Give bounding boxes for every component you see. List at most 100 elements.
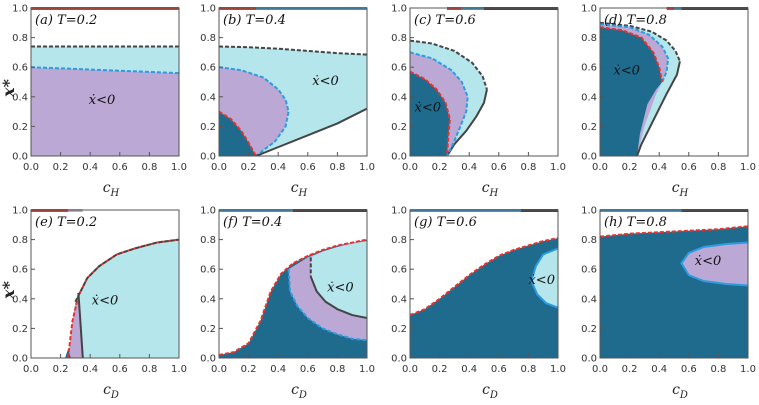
x-tick-label: 0.4 xyxy=(270,162,286,173)
y-tick-label: 0.0 xyxy=(581,152,597,163)
y-tick-label: 0.8 xyxy=(200,33,216,44)
plot-frame xyxy=(218,209,368,359)
y-tick-label: 1.0 xyxy=(200,4,216,15)
boundary-black-0 xyxy=(600,21,681,62)
boundary-black-1 xyxy=(446,89,488,156)
x-tick-label: 0.4 xyxy=(651,364,667,375)
y-tick-label: 0.0 xyxy=(391,152,407,163)
x-tick-label: 0.8 xyxy=(520,162,536,173)
y-tick-label: 0.0 xyxy=(12,354,28,365)
region-purple-0 xyxy=(31,67,179,156)
x-axis-label: cH xyxy=(672,180,689,199)
boundary-blue-2 xyxy=(600,23,670,83)
plot-frame xyxy=(30,7,180,157)
x-tick-label: 1.0 xyxy=(550,364,566,375)
boundary-red-2 xyxy=(219,110,257,156)
plot-frame xyxy=(599,209,749,359)
y-tick-label: 0.4 xyxy=(391,92,407,103)
y-tick-label: 0.6 xyxy=(12,265,28,276)
panel-h: 0.0 0.2 0.4 0.6 0.8 1.0 0.0 0.2 0.4 0.6 0.8 1.0 (h) … xyxy=(581,206,756,402)
x-axis-label: cH xyxy=(291,180,308,199)
x-tick-label: 0.4 xyxy=(82,364,98,375)
boundary-blue-1 xyxy=(530,247,558,309)
boundary-black-0 xyxy=(219,45,367,56)
boundary-red-3 xyxy=(600,26,664,83)
region-label: ẋ<0 xyxy=(528,273,555,288)
region-label: ẋ<0 xyxy=(89,93,116,108)
x-tick-label: 0.0 xyxy=(211,364,227,375)
x-tick-label: 0.6 xyxy=(300,364,316,375)
y-tick-label: 0.4 xyxy=(12,294,28,305)
y-tick-label: 1.0 xyxy=(391,206,407,217)
x-tick-label: 0.8 xyxy=(710,364,726,375)
y-tick-label: 0.8 xyxy=(391,235,407,246)
panel-b: 0.0 0.2 0.4 0.6 0.8 1.0 0.0 0.2 0.4 0.6 0.8 1.0 (b) … xyxy=(200,4,375,200)
boundary-black-1 xyxy=(74,238,179,303)
region-label: ẋ<0 xyxy=(695,254,722,269)
x-tick-label: 0.0 xyxy=(592,162,608,173)
panel-a: 0.0 0.2 0.4 0.6 0.8 1.0 0.0 0.2 0.4 0.6 0.8 1.0 (a) … xyxy=(12,4,187,200)
panel-title: (b) T=0.4 xyxy=(223,13,286,28)
x-tick-label: 1.0 xyxy=(171,364,187,375)
panel-title: (h) T=0.8 xyxy=(604,215,667,230)
y-tick-label: 0.4 xyxy=(391,294,407,305)
y-tick-label: 0.8 xyxy=(12,33,28,44)
plot-frame xyxy=(30,209,180,359)
x-tick-label: 0.2 xyxy=(241,364,257,375)
y-tick-label: 0.8 xyxy=(200,235,216,246)
panel-d: 0.0 0.2 0.4 0.6 0.8 1.0 0.0 0.2 0.4 0.6 0.8 1.0 (d) … xyxy=(581,4,756,200)
y-tick-label: 0.0 xyxy=(581,354,597,365)
y-tick-label: 0.0 xyxy=(200,152,216,163)
y-tick-label: 0.2 xyxy=(200,324,216,335)
region-dark-2 xyxy=(600,27,663,156)
x-tick-label: 0.4 xyxy=(461,364,477,375)
region-label: ẋ<0 xyxy=(613,64,640,79)
panel-e: 0.0 0.2 0.4 0.6 0.8 1.0 0.0 0.2 0.4 0.6 0.8 1.0 (e) … xyxy=(12,206,187,402)
plot-area xyxy=(410,39,488,156)
y-tick-label: 0.0 xyxy=(200,354,216,365)
y-tick-label: 0.8 xyxy=(391,33,407,44)
y-tick-label: 0.6 xyxy=(200,63,216,74)
boundary-black-3 xyxy=(255,107,367,156)
panel-c: 0.0 0.2 0.4 0.6 0.8 1.0 0.0 0.2 0.4 0.6 0.8 1.0 (c) … xyxy=(391,4,566,200)
x-tick-label: 0.2 xyxy=(432,364,448,375)
x-tick-label: 0.8 xyxy=(520,364,536,375)
x-tick-label: 1.0 xyxy=(740,364,756,375)
x-tick-label: 0.0 xyxy=(23,162,39,173)
x-tick-label: 0.2 xyxy=(241,162,257,173)
x-tick-label: 0.4 xyxy=(82,162,98,173)
x-axis-label-subscript: H xyxy=(110,188,120,199)
plot-frame xyxy=(409,7,559,157)
y-tick-label: 0.0 xyxy=(391,354,407,365)
plot-frame xyxy=(409,209,559,359)
y-tick-label: 0.6 xyxy=(581,63,597,74)
x-tick-label: 1.0 xyxy=(171,162,187,173)
panels-layer: 0.0 0.2 0.4 0.6 0.8 1.0 0.0 0.2 0.4 0.6 0.8 1.0 (a) … xyxy=(12,4,756,402)
x-tick-label: 0.6 xyxy=(491,364,507,375)
region-purple-1 xyxy=(681,242,748,286)
panel-title: (a) T=0.2 xyxy=(35,13,97,28)
plot-area xyxy=(219,238,367,358)
x-axis-label: cH xyxy=(482,180,499,199)
x-tick-label: 0.8 xyxy=(329,162,345,173)
y-tick-label: 0.2 xyxy=(391,324,407,335)
region-label: ẋ<0 xyxy=(92,294,119,309)
x-tick-label: 1.0 xyxy=(740,162,756,173)
region-cyan-0 xyxy=(68,239,179,358)
region-dark-2 xyxy=(219,111,256,156)
y-tick-label: 0.0 xyxy=(12,152,28,163)
y-tick-label: 0.6 xyxy=(12,63,28,74)
plot-area xyxy=(600,21,681,156)
plot-area xyxy=(65,238,179,358)
boundary-blue-1 xyxy=(680,241,748,287)
y-tick-label: 1.0 xyxy=(581,206,597,217)
x-tick-label: 0.2 xyxy=(622,162,638,173)
y-axis-label-top: x* xyxy=(0,78,18,98)
y-tick-label: 1.0 xyxy=(12,4,28,15)
y-tick-label: 1.0 xyxy=(581,4,597,15)
y-tick-label: 0.2 xyxy=(581,122,597,133)
x-tick-label: 0.8 xyxy=(710,162,726,173)
x-tick-label: 0.4 xyxy=(270,364,286,375)
region-dark-2 xyxy=(410,71,450,156)
